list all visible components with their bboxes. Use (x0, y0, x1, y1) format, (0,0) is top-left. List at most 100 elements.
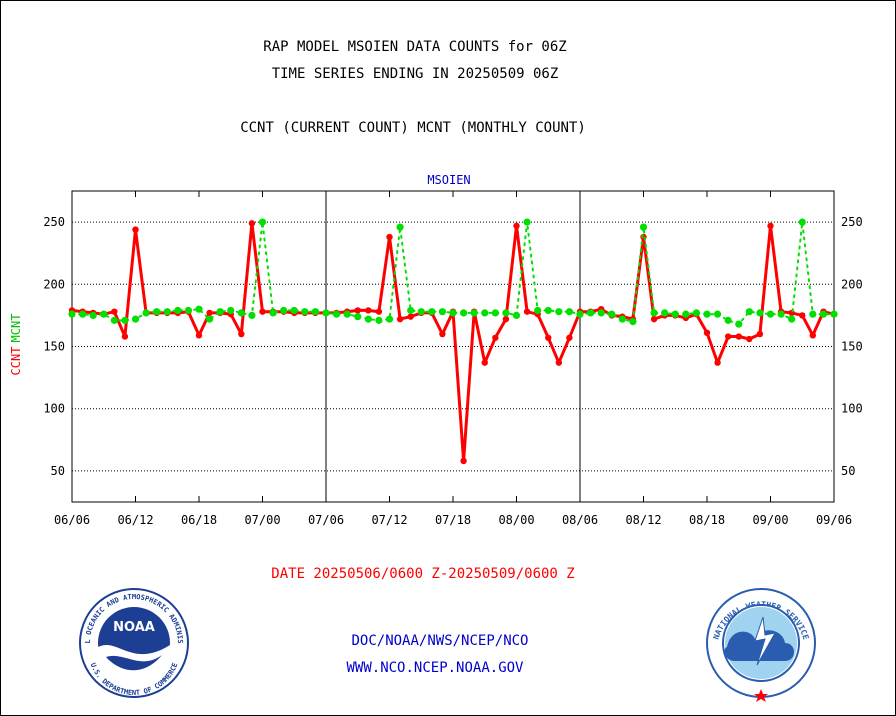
point-ccnt (555, 359, 563, 366)
x-tick-label: 09/06 (816, 513, 852, 527)
point-mcnt (470, 309, 478, 317)
point-mcnt (819, 310, 828, 318)
y-tick-label-left: 50 (51, 464, 65, 478)
point-mcnt (269, 309, 277, 317)
point-mcnt (724, 316, 732, 324)
y-tick-label-right: 100 (841, 402, 863, 416)
point-mcnt (502, 309, 510, 317)
point-mcnt (417, 308, 425, 316)
x-tick-label: 08/18 (689, 513, 725, 527)
point-ccnt (407, 313, 414, 320)
point-mcnt (629, 318, 637, 326)
point-ccnt (460, 457, 467, 465)
point-ccnt (714, 359, 721, 366)
point-mcnt (110, 316, 118, 324)
point-mcnt (68, 310, 76, 318)
star-icon (754, 689, 768, 702)
point-mcnt (354, 313, 362, 321)
x-tick-label: 06/12 (117, 513, 153, 527)
point-mcnt (343, 310, 351, 318)
point-mcnt (618, 315, 626, 323)
chart-title-line2: TIME SERIES ENDING IN 20250509 06Z (272, 66, 559, 82)
point-mcnt (671, 310, 679, 318)
point-ccnt (238, 330, 245, 338)
chart-title-line1: RAP MODEL MSOIEN DATA COUNTS for 06Z (263, 39, 566, 55)
point-mcnt (766, 310, 775, 318)
series-line-ccnt (71, 221, 835, 463)
point-mcnt (428, 308, 436, 316)
point-ccnt (756, 330, 764, 338)
point-mcnt (163, 308, 171, 316)
point-ccnt (767, 222, 774, 230)
y-tick-label-left: 150 (43, 340, 65, 354)
point-ccnt (502, 315, 510, 323)
point-ccnt (439, 330, 446, 338)
point-ccnt (492, 334, 499, 341)
panel-title: MSOIEN (427, 173, 470, 187)
x-tick-label: 07/00 (244, 513, 280, 527)
y-tick-label-right: 50 (841, 464, 855, 478)
point-ccnt (746, 335, 753, 343)
point-mcnt (332, 310, 341, 318)
point-mcnt (364, 315, 372, 323)
point-ccnt (650, 315, 658, 323)
point-mcnt (407, 306, 415, 315)
point-ccnt (735, 333, 742, 340)
y-tick-label-right: 150 (841, 340, 863, 354)
point-ccnt (809, 332, 817, 339)
point-mcnt (534, 306, 542, 315)
point-mcnt (512, 311, 521, 319)
point-mcnt (639, 223, 648, 231)
point-mcnt (89, 311, 97, 319)
point-mcnt (290, 306, 298, 315)
point-mcnt (703, 310, 711, 318)
point-ccnt (375, 308, 383, 315)
point-mcnt (78, 310, 87, 318)
y-axis-label-mcnt: MCNT (9, 314, 23, 343)
y-tick-label-left: 250 (43, 215, 65, 229)
point-mcnt (385, 315, 394, 323)
point-ccnt (195, 332, 203, 339)
agency-label: DOC/NOAA/NWS/NCEP/NCO (351, 633, 528, 649)
point-mcnt (280, 306, 288, 315)
x-tick-label: 06/18 (181, 513, 217, 527)
noaa-logo: NATIONAL OCEANIC AND ATMOSPHERIC ADMINIS… (79, 588, 189, 698)
point-ccnt (132, 226, 139, 233)
y-axis-label-ccnt: CCNT (9, 347, 23, 376)
point-ccnt (248, 220, 256, 227)
point-mcnt (322, 309, 330, 317)
point-ccnt (111, 308, 118, 315)
point-ccnt (354, 307, 361, 314)
point-mcnt (756, 309, 764, 317)
point-mcnt (713, 310, 722, 318)
point-mcnt (692, 309, 701, 317)
point-ccnt (523, 308, 531, 315)
point-mcnt (809, 310, 817, 318)
point-mcnt (798, 218, 806, 226)
point-mcnt (745, 308, 753, 316)
point-mcnt (661, 309, 669, 317)
point-ccnt (365, 307, 372, 314)
point-mcnt (523, 218, 531, 226)
point-mcnt (586, 309, 595, 317)
point-mcnt (142, 309, 150, 317)
point-ccnt (481, 359, 488, 366)
point-mcnt (205, 315, 214, 323)
point-mcnt (237, 309, 245, 317)
point-mcnt (396, 223, 404, 231)
x-tick-label: 06/06 (54, 513, 90, 527)
point-mcnt (438, 308, 447, 316)
point-mcnt (449, 309, 457, 317)
point-mcnt (100, 310, 108, 318)
point-mcnt (227, 306, 235, 315)
x-tick-label: 07/18 (435, 513, 471, 527)
point-ccnt (386, 233, 393, 241)
point-mcnt (258, 218, 267, 226)
x-tick-label: 08/06 (562, 513, 598, 527)
x-tick-label: 07/12 (371, 513, 407, 527)
point-mcnt (830, 310, 838, 318)
point-mcnt (682, 310, 690, 318)
point-ccnt (513, 222, 520, 230)
point-mcnt (491, 309, 499, 317)
point-mcnt (608, 310, 616, 318)
